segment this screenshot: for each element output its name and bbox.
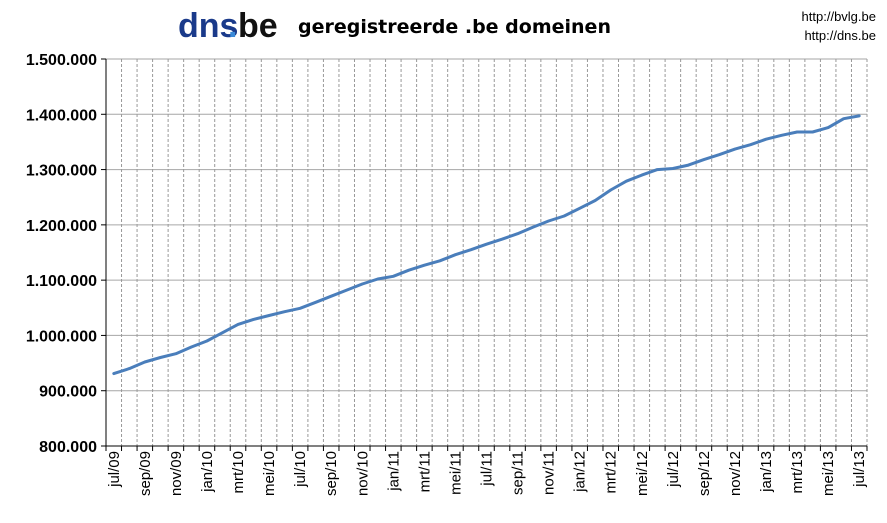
x-tick-label: sep/09 <box>137 451 154 496</box>
x-tick-label: mei/13 <box>820 451 837 496</box>
data-point <box>811 130 814 134</box>
x-tick-label: jan/12 <box>572 451 589 493</box>
data-point <box>205 339 209 343</box>
axes <box>105 59 867 447</box>
data-point <box>267 314 271 317</box>
data-point <box>469 248 473 251</box>
data-point <box>764 138 768 141</box>
y-tick-label: 900.000 <box>39 384 97 401</box>
x-tick-label: jan/10 <box>199 451 216 493</box>
data-point <box>252 318 255 321</box>
bvlg-link[interactable]: http://bvlg.be <box>802 9 876 24</box>
x-tick-label: sep/12 <box>696 451 713 496</box>
data-point <box>687 163 690 167</box>
series-layer <box>112 114 861 376</box>
data-point <box>625 180 628 183</box>
x-tick-label: jul/12 <box>665 451 682 488</box>
x-tick-label: jul/10 <box>292 451 309 488</box>
x-tick-label: nov/11 <box>541 451 558 495</box>
data-point <box>143 360 146 364</box>
data-point <box>780 134 783 137</box>
x-tick-label: sep/10 <box>323 451 340 496</box>
data-point <box>159 356 162 359</box>
data-point <box>190 345 193 349</box>
data-point <box>594 199 597 202</box>
x-tick-label: mei/12 <box>634 451 651 496</box>
x-tick-label: nov/10 <box>354 451 371 496</box>
data-point <box>128 367 131 370</box>
data-point <box>345 288 348 292</box>
data-point <box>609 188 612 192</box>
x-tick-label: nov/09 <box>168 451 185 496</box>
x-tick-label: mrt/10 <box>230 451 247 494</box>
data-point <box>407 269 410 272</box>
data-point <box>330 295 333 298</box>
data-point <box>423 264 426 267</box>
data-point <box>733 147 737 151</box>
y-tick-label: 1.000.000 <box>26 328 97 345</box>
logo-be-text: be <box>238 7 278 45</box>
dns-link[interactable]: http://dns.be <box>804 28 876 43</box>
y-tick-label: 1.100.000 <box>26 273 97 290</box>
data-point <box>392 275 395 278</box>
x-tick-label: sep/11 <box>510 451 527 495</box>
gridlines <box>106 58 868 446</box>
data-point <box>112 372 116 375</box>
y-tick-label: 1.300.000 <box>26 163 97 180</box>
logo: dns . be <box>178 7 278 45</box>
logo-dot-text: . <box>228 7 237 45</box>
data-point <box>376 277 379 281</box>
data-point <box>485 243 488 246</box>
data-point <box>516 232 519 235</box>
x-tick-label: jan/11 <box>385 451 402 492</box>
y-axis-ticks: 800.000 900.000 1.000.000 1.100.000 1.200.00… <box>26 52 106 456</box>
data-point <box>236 323 240 326</box>
x-tick-label: mrt/13 <box>789 451 806 494</box>
data-point <box>547 219 550 223</box>
y-tick-label: 1.200.000 <box>26 218 97 235</box>
x-tick-label: mrt/12 <box>603 451 620 494</box>
logo-dns-text: dns <box>178 7 238 45</box>
chart-title: geregistreerde .be domeinen <box>298 16 611 38</box>
x-tick-label: jul/11 <box>479 451 496 487</box>
data-point <box>749 143 752 146</box>
data-point <box>361 282 364 286</box>
data-point <box>438 259 442 262</box>
data-point <box>858 114 861 118</box>
x-axis-ticks: jul/09 sep/09 nov/09 jan/10 mrt/10 mei/10 jul/… <box>105 446 868 496</box>
x-tick-label: jul/13 <box>851 451 868 488</box>
data-point <box>718 153 721 156</box>
x-tick-label: jul/09 <box>106 451 123 488</box>
data-point <box>827 126 830 129</box>
x-tick-label: jan/13 <box>758 451 775 493</box>
data-point <box>656 168 659 171</box>
data-point <box>298 307 302 310</box>
x-tick-label: mei/10 <box>261 451 278 496</box>
data-point <box>314 301 317 304</box>
data-point <box>842 117 845 120</box>
data-point <box>640 173 643 177</box>
data-point <box>563 214 566 218</box>
data-point <box>671 167 675 170</box>
x-tick-label: nov/12 <box>727 451 744 496</box>
data-point <box>454 253 457 256</box>
data-point <box>283 310 286 313</box>
y-tick-label: 1.400.000 <box>26 107 97 124</box>
data-point <box>531 225 535 229</box>
data-point <box>174 352 178 355</box>
data-point <box>702 158 706 161</box>
x-tick-label: mrt/11 <box>416 451 433 492</box>
data-point <box>795 130 799 134</box>
y-tick-label: 1.500.000 <box>26 52 97 69</box>
x-tick-label: mei/11 <box>447 451 464 495</box>
data-point <box>578 207 581 210</box>
data-point <box>500 238 504 241</box>
data-point <box>221 331 224 334</box>
y-tick-label: 800.000 <box>39 439 97 456</box>
